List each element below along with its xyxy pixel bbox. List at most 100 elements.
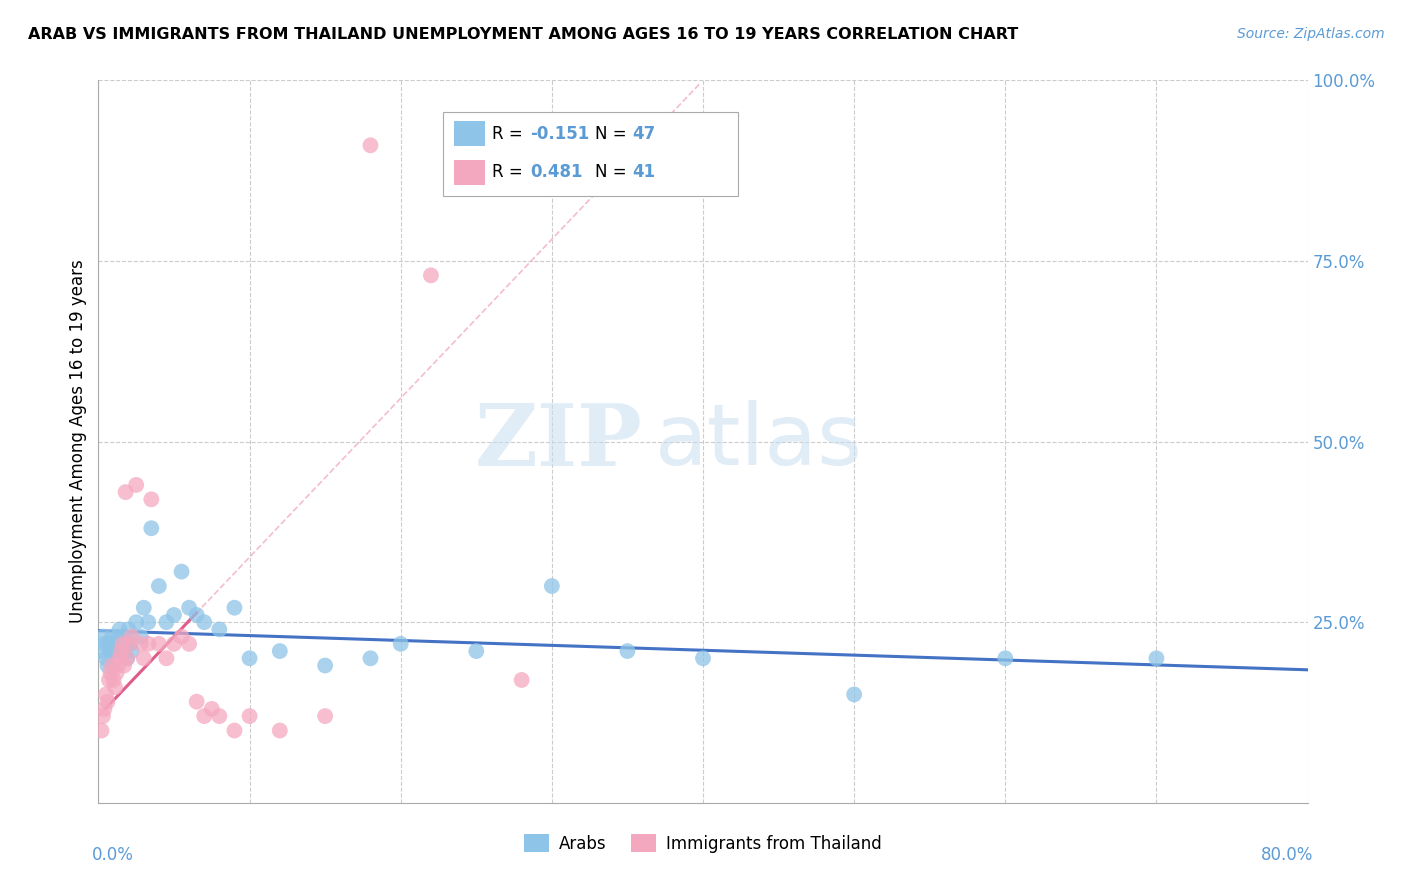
Point xyxy=(90,723,112,738)
Point xyxy=(208,623,231,637)
Point xyxy=(148,637,170,651)
Point xyxy=(104,680,127,694)
Text: 0.481: 0.481 xyxy=(530,163,582,181)
Point xyxy=(540,579,562,593)
Point xyxy=(132,600,155,615)
Point xyxy=(269,723,291,738)
Point xyxy=(108,651,131,665)
Point xyxy=(104,644,127,658)
Text: 47: 47 xyxy=(633,125,657,143)
Point xyxy=(269,644,291,658)
Point xyxy=(136,615,159,630)
Point xyxy=(101,630,124,644)
Point xyxy=(91,709,114,723)
Point xyxy=(314,658,336,673)
Text: Source: ZipAtlas.com: Source: ZipAtlas.com xyxy=(1237,27,1385,41)
Point xyxy=(132,651,155,665)
Point xyxy=(179,637,201,651)
Point xyxy=(1144,651,1167,665)
Point xyxy=(129,630,152,644)
Point xyxy=(239,709,262,723)
Point xyxy=(129,637,152,651)
Point xyxy=(90,644,112,658)
Point xyxy=(510,673,533,687)
Point xyxy=(115,651,138,665)
Point xyxy=(103,673,125,687)
Point xyxy=(93,702,115,716)
Point xyxy=(98,673,121,687)
Point xyxy=(105,665,128,680)
Point xyxy=(239,651,262,665)
Point xyxy=(100,644,122,658)
Point xyxy=(224,600,246,615)
Point xyxy=(193,615,215,630)
Point xyxy=(110,644,132,658)
Point xyxy=(163,607,186,622)
Point xyxy=(118,637,141,651)
Point xyxy=(118,623,141,637)
Point xyxy=(389,637,412,651)
Point xyxy=(105,637,128,651)
Point xyxy=(186,607,208,622)
Point xyxy=(314,709,336,723)
Y-axis label: Unemployment Among Ages 16 to 19 years: Unemployment Among Ages 16 to 19 years xyxy=(69,260,87,624)
Point xyxy=(179,600,201,615)
Point xyxy=(125,615,148,630)
Point xyxy=(360,138,382,153)
Point xyxy=(420,268,443,283)
Point xyxy=(170,630,193,644)
Point xyxy=(94,651,117,665)
Point xyxy=(201,702,224,716)
Point xyxy=(93,637,115,651)
Point xyxy=(155,651,177,665)
Point xyxy=(96,658,118,673)
Point xyxy=(107,630,129,644)
Point xyxy=(224,723,246,738)
Point xyxy=(141,492,163,507)
Point xyxy=(360,651,382,665)
Text: ARAB VS IMMIGRANTS FROM THAILAND UNEMPLOYMENT AMONG AGES 16 TO 19 YEARS CORRELAT: ARAB VS IMMIGRANTS FROM THAILAND UNEMPLO… xyxy=(28,27,1018,42)
Point xyxy=(115,651,138,665)
Text: 0.0%: 0.0% xyxy=(93,847,134,864)
Point xyxy=(141,521,163,535)
Point xyxy=(112,630,135,644)
Point xyxy=(101,658,124,673)
Point xyxy=(692,651,714,665)
Text: 41: 41 xyxy=(633,163,655,181)
Legend: Arabs, Immigrants from Thailand: Arabs, Immigrants from Thailand xyxy=(517,828,889,860)
Point xyxy=(96,695,118,709)
Point xyxy=(94,687,117,701)
Text: N =: N = xyxy=(595,125,631,143)
Point xyxy=(110,644,132,658)
Point xyxy=(114,637,136,651)
Point xyxy=(163,637,186,651)
Point xyxy=(125,478,148,492)
Point xyxy=(120,637,142,651)
Point xyxy=(112,658,135,673)
Point xyxy=(616,644,638,658)
Point xyxy=(465,644,488,658)
Point xyxy=(114,485,136,500)
Point xyxy=(91,630,114,644)
Point xyxy=(844,687,866,701)
Point xyxy=(208,709,231,723)
Point xyxy=(108,623,131,637)
Point xyxy=(103,637,125,651)
Point xyxy=(111,637,134,651)
Point xyxy=(148,579,170,593)
Point xyxy=(155,615,177,630)
Text: 80.0%: 80.0% xyxy=(1261,847,1313,864)
Text: N =: N = xyxy=(595,163,631,181)
Point xyxy=(186,695,208,709)
Point xyxy=(111,637,134,651)
Point xyxy=(121,630,143,644)
Point xyxy=(193,709,215,723)
Point xyxy=(121,644,143,658)
Point xyxy=(100,665,122,680)
Text: -0.151: -0.151 xyxy=(530,125,589,143)
Text: R =: R = xyxy=(492,125,529,143)
Point xyxy=(994,651,1017,665)
Text: R =: R = xyxy=(492,163,529,181)
Point xyxy=(136,637,159,651)
Point xyxy=(170,565,193,579)
